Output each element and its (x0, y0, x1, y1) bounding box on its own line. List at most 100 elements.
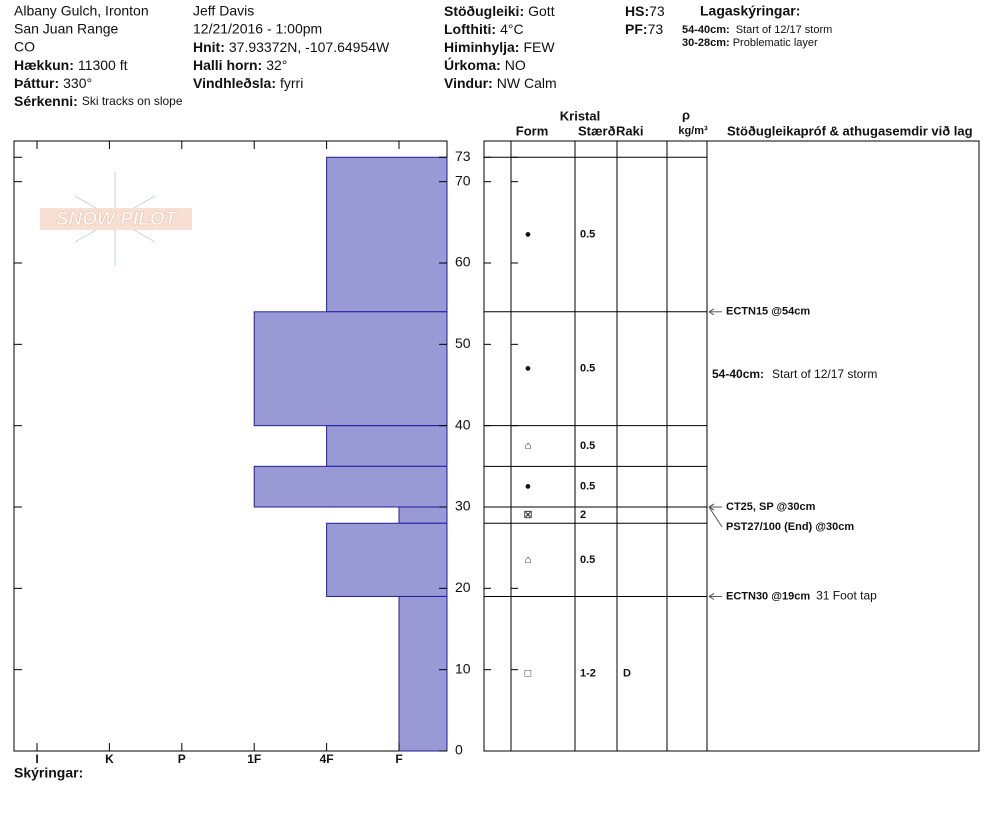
column-header: Raki (616, 123, 643, 138)
grain-size: 2 (580, 509, 586, 521)
field-label: Úrkoma: (444, 56, 501, 73)
grain-size: 0.5 (580, 363, 595, 375)
test-label: CT25, SP @30cm (726, 501, 816, 513)
field-value: Gott (528, 3, 555, 19)
field-value: Ski tracks on slope (82, 94, 183, 108)
grain-form: ⊠ (523, 509, 532, 521)
field-value: 37.93372N, -107.64954W (229, 39, 390, 55)
field-label: PF: (625, 21, 648, 37)
note-text: Start of 12/17 storm (736, 24, 833, 36)
y-tick-label: 10 (455, 660, 471, 676)
features: Sérkenni: Ski tracks on slope (14, 93, 183, 109)
grain-form: ⌂ (525, 554, 532, 566)
note-text: Problematic layer (733, 37, 818, 49)
logo: SNOW PILOT (40, 172, 192, 266)
column-header: kg/m³ (678, 125, 708, 137)
field-label: Sérkenni: (14, 93, 78, 109)
test-arrow (708, 506, 723, 528)
column-header: Stöðugleikapróf & athugasemdir við lag (727, 123, 973, 138)
field-label: Hækkun: (14, 57, 74, 73)
logo-band (40, 208, 192, 230)
arrow-head (708, 503, 715, 511)
aspect: Þáttur: 330° (14, 75, 92, 91)
location: Albany Gulch, Ironton (14, 3, 149, 19)
pf: PF:73 (625, 21, 663, 37)
grain-size: 0.5 (580, 554, 595, 566)
wind-loading: Vindhleðsla: fyrri (193, 75, 303, 91)
y-tick-label: 50 (455, 335, 471, 351)
field-value: fyrri (280, 75, 303, 91)
test-note: 31 Foot tap (816, 589, 877, 603)
field-label: HS: (625, 3, 649, 19)
slope: Halli horn: 32° (193, 57, 287, 73)
field-value: 73 (648, 21, 664, 37)
test-label: ECTN15 @54cm (726, 306, 810, 318)
field-label: Hnit: (193, 39, 225, 55)
x-tick-label: 4F (320, 752, 334, 766)
sky: Himinhylja: FEW (444, 39, 555, 55)
y-tick-label: 73 (455, 148, 471, 164)
logo-text: SNOW PILOT (56, 209, 178, 230)
grain-size: 0.5 (580, 481, 595, 493)
grain-size: 0.5 (580, 228, 595, 240)
datetime: 12/21/2016 - 1:00pm (193, 21, 322, 37)
field-value: NW Calm (497, 75, 557, 91)
hardness-bar (326, 522, 448, 597)
grain-size: 1-2 (580, 668, 596, 680)
field-value: 4°C (500, 21, 524, 37)
x-tick-label: P (178, 752, 186, 766)
grain-form: ● (525, 481, 532, 493)
grain-form: □ (525, 668, 532, 680)
state: CO (14, 39, 35, 55)
footer: Skýringar: (14, 765, 83, 781)
hardness-bar (326, 425, 448, 467)
hardness-bar (398, 595, 448, 752)
field-value: FEW (523, 39, 555, 55)
x-tick-label: K (105, 752, 114, 766)
test-label: PST27/100 (End) @30cm (726, 521, 854, 533)
comment-label: 54-40cm: (712, 367, 764, 381)
air-temp: Lofthiti: 4°C (444, 21, 524, 37)
grain-size: 0.5 (580, 440, 595, 452)
field-value: 11300 ft (78, 57, 128, 73)
y-tick-label: 40 (455, 416, 471, 432)
y-tick-label: 70 (455, 172, 471, 188)
field-value: NO (505, 57, 526, 73)
observer: Jeff Davis (193, 3, 254, 19)
field-label: Himinhylja: (444, 39, 519, 55)
arrow-head (708, 593, 715, 600)
wind: Vindur: NW Calm (444, 75, 557, 91)
column-header: Form (516, 123, 549, 138)
field-label: Stöðugleiki: (444, 3, 524, 19)
column-header: ρ (682, 107, 690, 122)
moisture: D (623, 668, 631, 680)
comment-text: Start of 12/17 storm (772, 367, 877, 381)
y-tick-label: 60 (455, 254, 471, 270)
grain-form: ● (525, 363, 532, 375)
hs: HS:73 (625, 3, 665, 19)
header: Albany Gulch, Ironton San Juan Range CO … (14, 3, 832, 109)
precip: Úrkoma: NO (444, 56, 526, 73)
field-value: 73 (649, 3, 665, 19)
layer-note: 54-40cm: Start of 12/17 storm (682, 24, 832, 36)
test-label: ECTN30 @19cm (726, 590, 810, 602)
field-label: Vindhleðsla: (193, 75, 276, 91)
grain-form: ⌂ (525, 440, 532, 452)
x-tick-label: I (35, 752, 38, 766)
hardness-bar (253, 311, 448, 427)
layer-notes-title: Lagaskýringar: (700, 3, 800, 19)
note-label: 30-28cm: (682, 37, 730, 49)
field-label: Halli horn: (193, 57, 262, 73)
elevation: Hækkun: 11300 ft (14, 57, 128, 73)
y-tick-label: 20 (455, 579, 471, 595)
coords: Hnit: 37.93372N, -107.64954W (193, 39, 390, 55)
field-label: Þáttur: (14, 75, 59, 91)
layer-note: 30-28cm: Problematic layer (682, 37, 818, 49)
stability: Stöðugleiki: Gott (444, 3, 555, 19)
y-tick-label: 0 (455, 742, 463, 758)
field-value: 330° (63, 75, 92, 91)
field-label: Lofthiti: (444, 21, 496, 37)
field-label: Vindur: (444, 75, 493, 91)
note-label: 54-40cm: (682, 24, 730, 36)
